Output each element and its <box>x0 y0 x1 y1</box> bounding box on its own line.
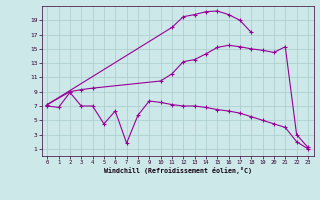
X-axis label: Windchill (Refroidissement éolien,°C): Windchill (Refroidissement éolien,°C) <box>104 167 252 174</box>
